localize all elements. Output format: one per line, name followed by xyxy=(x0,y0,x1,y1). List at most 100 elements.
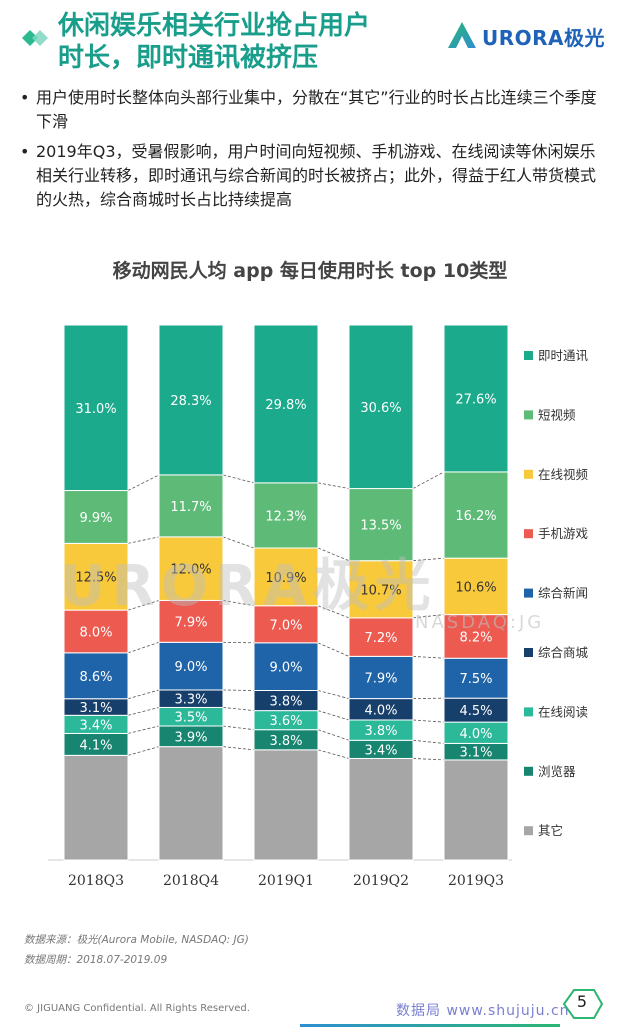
legend-label: 其它 xyxy=(538,823,563,838)
bar-segment-其它-2019Q1 xyxy=(253,749,319,861)
connector-line xyxy=(127,536,160,544)
data-label: 16.2% xyxy=(455,509,496,524)
bar-segment-即时通讯-2019Q3 xyxy=(443,324,509,473)
legend-label: 即时通讯 xyxy=(538,348,589,363)
data-label: 3.9% xyxy=(174,730,207,745)
bar-segment-短视频-2018Q3 xyxy=(63,490,129,544)
bar-segment-其它-2018Q4 xyxy=(158,746,224,861)
watermark-ticker: NASDAQ:JG xyxy=(415,612,544,633)
data-label: 27.6% xyxy=(455,392,496,407)
connector-line xyxy=(412,655,445,659)
connector-line xyxy=(127,641,160,654)
connector-line xyxy=(317,642,350,657)
data-label: 9.9% xyxy=(79,511,112,526)
bar-segment-即时通讯-2019Q1 xyxy=(253,324,319,484)
logo-text: URORA极光 xyxy=(482,26,606,50)
data-label: 3.4% xyxy=(79,718,112,733)
connector-line xyxy=(222,707,255,712)
bar-segment-在线视频-2019Q3 xyxy=(443,557,509,616)
legend-swatch xyxy=(524,588,533,598)
x-tick-label: 2019Q1 xyxy=(258,873,314,889)
data-label: 9.0% xyxy=(269,661,302,676)
bullet-item-2: 2019年Q3，受暑假影响，用户时间向短视频、手机游戏、在线阅读等休闲娱乐相关行… xyxy=(18,140,598,212)
connector-line xyxy=(127,474,160,491)
bullet-list: 用户使用时长整体向头部行业集中，分散在“其它”行业的时长占比连续三个季度下滑 2… xyxy=(18,86,598,218)
connector-line xyxy=(412,471,445,489)
bar-segment-即时通讯-2019Q2 xyxy=(348,324,414,490)
connector-line xyxy=(317,729,350,741)
connector-line xyxy=(222,689,255,691)
aurora-logo-icon xyxy=(448,22,476,48)
x-tick-label: 2019Q2 xyxy=(353,873,409,889)
connector-line xyxy=(317,482,350,489)
connector-line xyxy=(222,641,255,644)
connector-line xyxy=(412,719,445,723)
data-label: 3.4% xyxy=(364,743,397,758)
connector-line xyxy=(317,749,350,759)
legend-label: 综合新闻 xyxy=(538,586,588,601)
data-label: 7.9% xyxy=(364,671,397,686)
legend-swatch xyxy=(524,648,533,657)
data-label: 3.8% xyxy=(269,695,302,710)
connector-line xyxy=(127,746,160,756)
page-number: 5 xyxy=(576,992,588,1011)
data-label: 4.0% xyxy=(364,703,397,718)
bar-segment-短视频-2019Q2 xyxy=(348,488,414,562)
bar-segment-手机游戏-2018Q3 xyxy=(63,609,129,654)
bar-segment-手机游戏-2019Q3 xyxy=(443,614,509,659)
bar-segment-短视频-2019Q1 xyxy=(253,482,319,549)
data-source: 数据来源：极光(Aurora Mobile, NASDAQ: JG) xyxy=(24,934,249,946)
data-label: 12.3% xyxy=(265,509,306,524)
bar-segment-在线视频-2019Q1 xyxy=(253,547,319,607)
data-label: 7.2% xyxy=(364,631,397,646)
bar-segment-综合新闻-2018Q4 xyxy=(158,641,224,691)
legend-label: 在线视频 xyxy=(538,467,589,482)
data-label: 12.0% xyxy=(170,563,211,578)
data-period: 数据周期：2018.07-2019.09 xyxy=(24,954,168,966)
data-label: 4.5% xyxy=(459,704,492,719)
page-title: 休闲娱乐相关行业抢占用户 时长，即时通讯被挤压 xyxy=(58,10,438,74)
stacked-bar-chart: 4.1% 3.4% 3.1% 8.6% 8.0% 12.5% 9.9% 31.0% 2018Q3… xyxy=(48,324,589,889)
bar-segment-在线视频-2019Q2 xyxy=(348,560,414,619)
connector-line xyxy=(127,600,160,611)
aurora-logo: URORA极光 xyxy=(446,20,606,52)
data-label: 3.3% xyxy=(174,693,207,708)
connector-line xyxy=(222,600,255,607)
data-label: 10.6% xyxy=(455,580,496,595)
data-label: 13.5% xyxy=(360,519,401,534)
connector-line xyxy=(412,758,445,761)
connector-line xyxy=(127,689,160,700)
connector-line xyxy=(317,710,350,721)
bullet-item-1: 用户使用时长整体向头部行业集中，分散在“其它”行业的时长占比连续三个季度下滑 xyxy=(18,86,598,134)
page-number-badge: 5 xyxy=(560,984,604,1022)
legend-label: 综合商城 xyxy=(538,645,589,660)
title-line-2: 时长，即时通讯被挤压 xyxy=(58,43,319,73)
bar-segment-其它-2019Q2 xyxy=(348,757,414,861)
connector-line xyxy=(222,746,255,751)
header: 休闲娱乐相关行业抢占用户 时长，即时通讯被挤压 URORA极光 xyxy=(0,0,620,90)
legend-swatch xyxy=(524,529,533,539)
site-watermark: 数据局 www.shujuju.cn xyxy=(396,1003,570,1019)
data-label: 30.6% xyxy=(360,401,401,416)
x-tick-label: 2018Q4 xyxy=(163,873,219,889)
legend-label: 浏览器 xyxy=(538,764,576,779)
bar-segment-其它-2018Q3 xyxy=(63,754,129,861)
bar-segment-手机游戏-2019Q2 xyxy=(348,617,414,657)
connector-line xyxy=(222,725,255,731)
connector-line xyxy=(127,707,160,716)
connector-line xyxy=(222,474,255,484)
bar-segment-即时通讯-2018Q3 xyxy=(63,324,129,492)
legend-swatch xyxy=(524,469,533,479)
data-label: 29.8% xyxy=(265,398,306,413)
connector-line xyxy=(412,614,445,619)
diamond-icon xyxy=(22,30,48,46)
data-label: 11.7% xyxy=(170,500,211,515)
legend-swatch xyxy=(524,410,533,420)
data-label: 9.0% xyxy=(174,660,207,675)
bar-segment-即时通讯-2018Q4 xyxy=(158,324,224,476)
bar-segment-手机游戏-2018Q4 xyxy=(158,599,224,643)
connector-line xyxy=(222,536,255,549)
bar-segment-在线视频-2018Q3 xyxy=(63,542,129,611)
data-label: 7.0% xyxy=(269,618,302,633)
x-tick-label: 2018Q3 xyxy=(68,873,124,889)
